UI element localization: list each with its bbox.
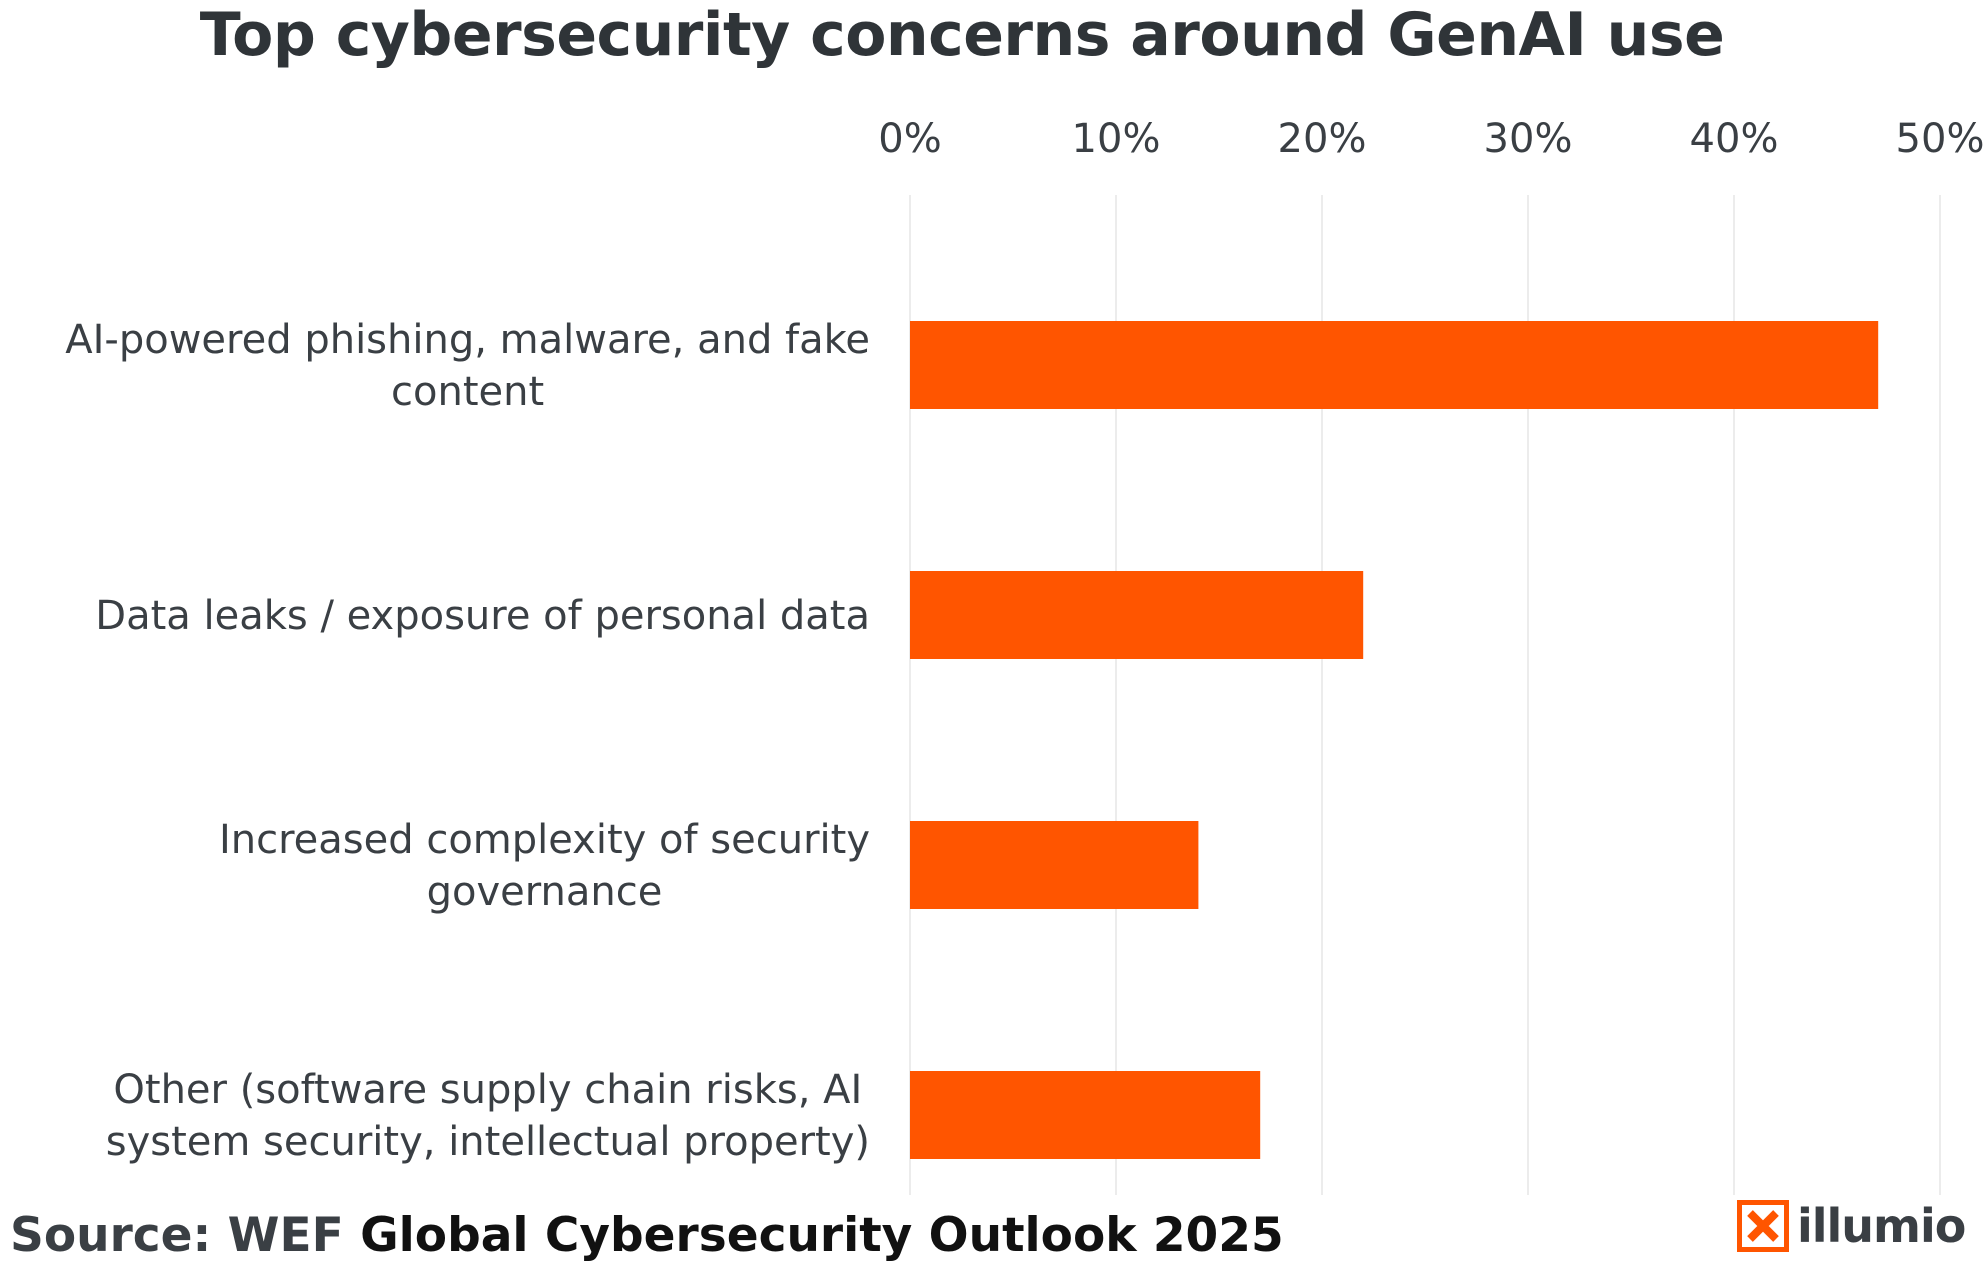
x-axis-ticks: 0% 10% 20% 30% 40% 50% xyxy=(878,116,1984,162)
category-label: Data leaks / exposure of personal data xyxy=(95,593,870,639)
bar xyxy=(910,1071,1261,1159)
x-tick-label: 0% xyxy=(878,116,941,162)
x-tick-label: 30% xyxy=(1484,116,1573,162)
x-tick-label: 20% xyxy=(1278,116,1367,162)
bars xyxy=(910,321,1879,1159)
bar xyxy=(910,571,1364,659)
category-label: AI-powered phishing, malware, and fake co… xyxy=(65,317,870,415)
bar xyxy=(910,321,1879,409)
illumio-logo-icon xyxy=(1737,1200,1789,1252)
logo-text: illumio xyxy=(1797,1199,1966,1253)
category-label: Other (software supply chain risks, AI sy… xyxy=(106,1067,870,1165)
source-lead: Source: WEF xyxy=(10,1208,361,1263)
source-note: Source: WEF Global Cybersecurity Outlook… xyxy=(10,1206,1284,1266)
source-publication: Global Cybersecurity Outlook 2025 xyxy=(360,1208,1284,1263)
bar-chart: 0% 10% 20% 30% 40% 50% AI-powered phishing, m… xyxy=(65,116,1984,1195)
y-axis-labels: AI-powered phishing, malware, and fake co… xyxy=(65,317,870,1165)
illumio-logo: illumio xyxy=(1737,1198,1966,1254)
bar xyxy=(910,821,1199,909)
x-tick-label: 40% xyxy=(1690,116,1779,162)
x-tick-label: 10% xyxy=(1072,116,1161,162)
chart-title-text: Top cybersecurity concerns around GenAI … xyxy=(199,0,1725,70)
chart-title: Top cybersecurity concerns around GenAI … xyxy=(0,0,1984,82)
category-label: Increased complexity of security governan… xyxy=(219,817,870,915)
x-tick-label: 50% xyxy=(1896,116,1984,162)
